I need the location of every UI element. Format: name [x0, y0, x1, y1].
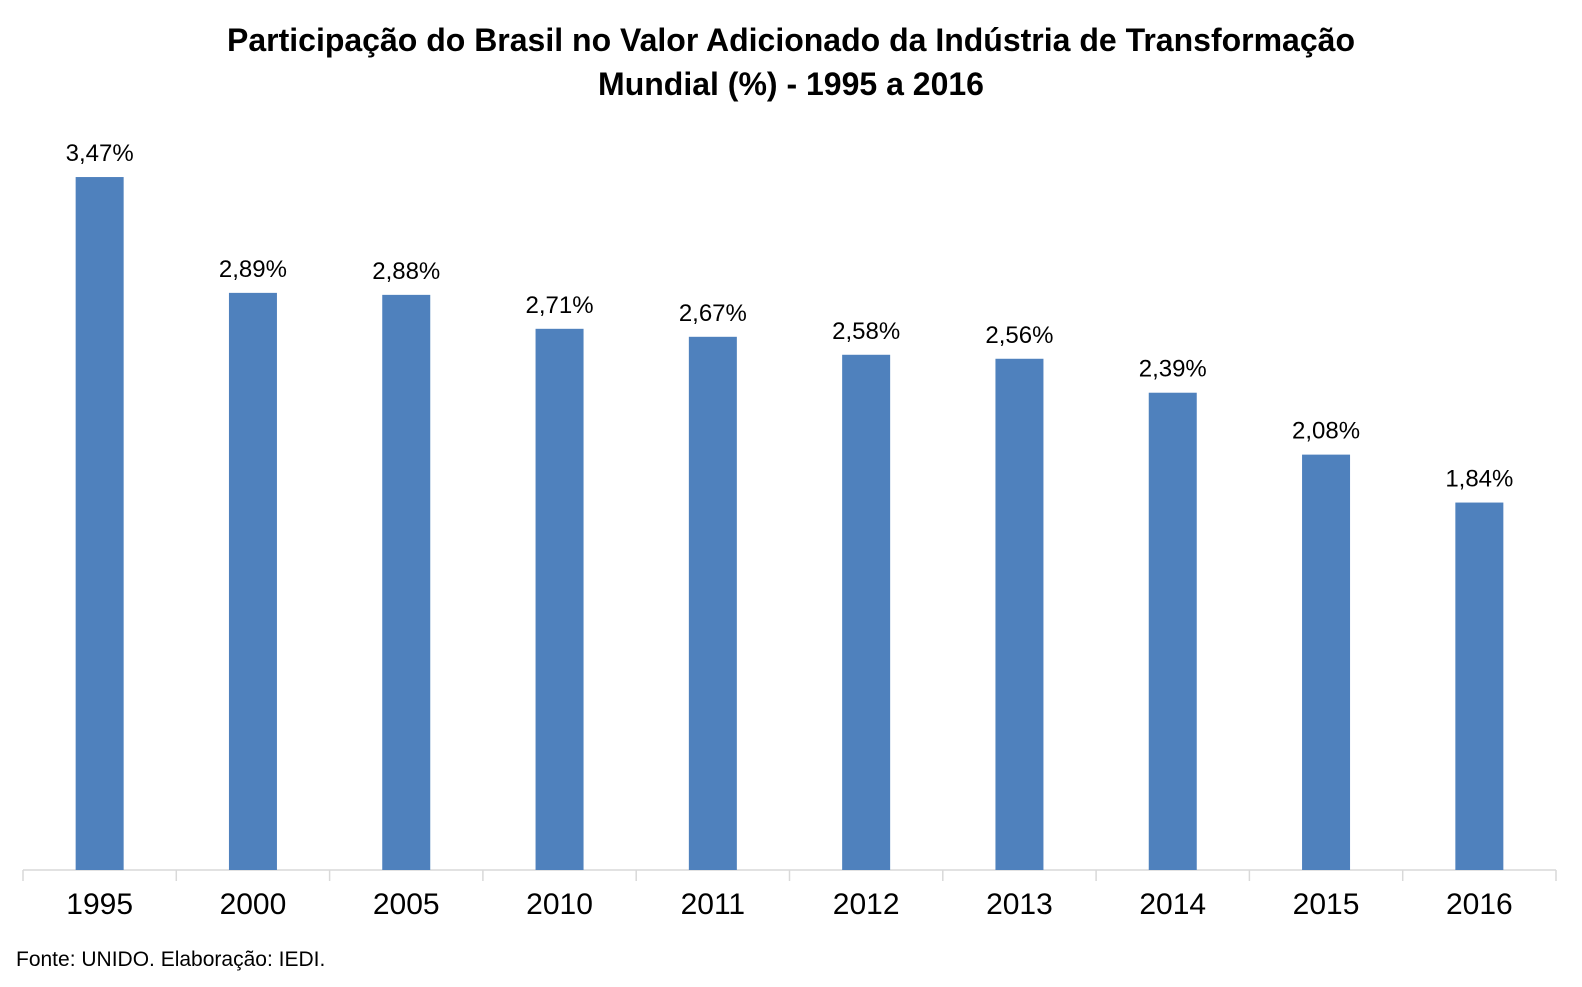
x-tick-label: 2013 — [986, 888, 1053, 921]
bar — [1455, 502, 1504, 870]
x-tick-label: 2014 — [1139, 888, 1206, 921]
data-label: 2,67% — [679, 300, 747, 327]
chart-title-line-1: Participação do Brasil no Valor Adiciona… — [227, 22, 1355, 58]
data-label: 1,84% — [1445, 466, 1513, 493]
data-label: 3,47% — [66, 140, 134, 167]
data-label: 2,08% — [1292, 418, 1360, 445]
data-label: 2,58% — [832, 318, 900, 345]
bar — [382, 294, 431, 870]
bar — [1302, 454, 1351, 870]
chart-title-line-2: Mundial (%) - 1995 a 2016 — [598, 66, 984, 102]
bar — [75, 177, 124, 870]
source-note: Fonte: UNIDO. Elaboração: IEDI. — [16, 948, 326, 971]
x-tick-label: 1995 — [66, 888, 133, 921]
x-tick-label: 2015 — [1293, 888, 1360, 921]
bar-chart: 3,47% 1995 2,89% 2000 2,88% 2005 2,71% 2010 2,67… — [22, 140, 1557, 921]
data-label: 2,39% — [1139, 356, 1207, 383]
x-tick-label: 2012 — [833, 888, 900, 921]
x-tick-label: 2010 — [526, 888, 593, 921]
data-label: 2,56% — [985, 322, 1053, 349]
data-label: 2,88% — [372, 258, 440, 285]
x-tick-label: 2016 — [1446, 888, 1513, 921]
x-tick-label: 2005 — [373, 888, 440, 921]
bar — [535, 328, 584, 870]
bar — [1148, 392, 1197, 870]
bar — [842, 354, 891, 870]
bar — [688, 336, 737, 870]
x-tick-label: 2011 — [681, 888, 746, 921]
data-label: 2,71% — [526, 292, 594, 319]
bar — [995, 358, 1044, 870]
bar — [228, 292, 277, 870]
x-tick-label: 2000 — [220, 888, 287, 921]
chart-title: Participação do Brasil no Valor Adiciona… — [0, 18, 1582, 106]
data-label: 2,89% — [219, 256, 287, 283]
